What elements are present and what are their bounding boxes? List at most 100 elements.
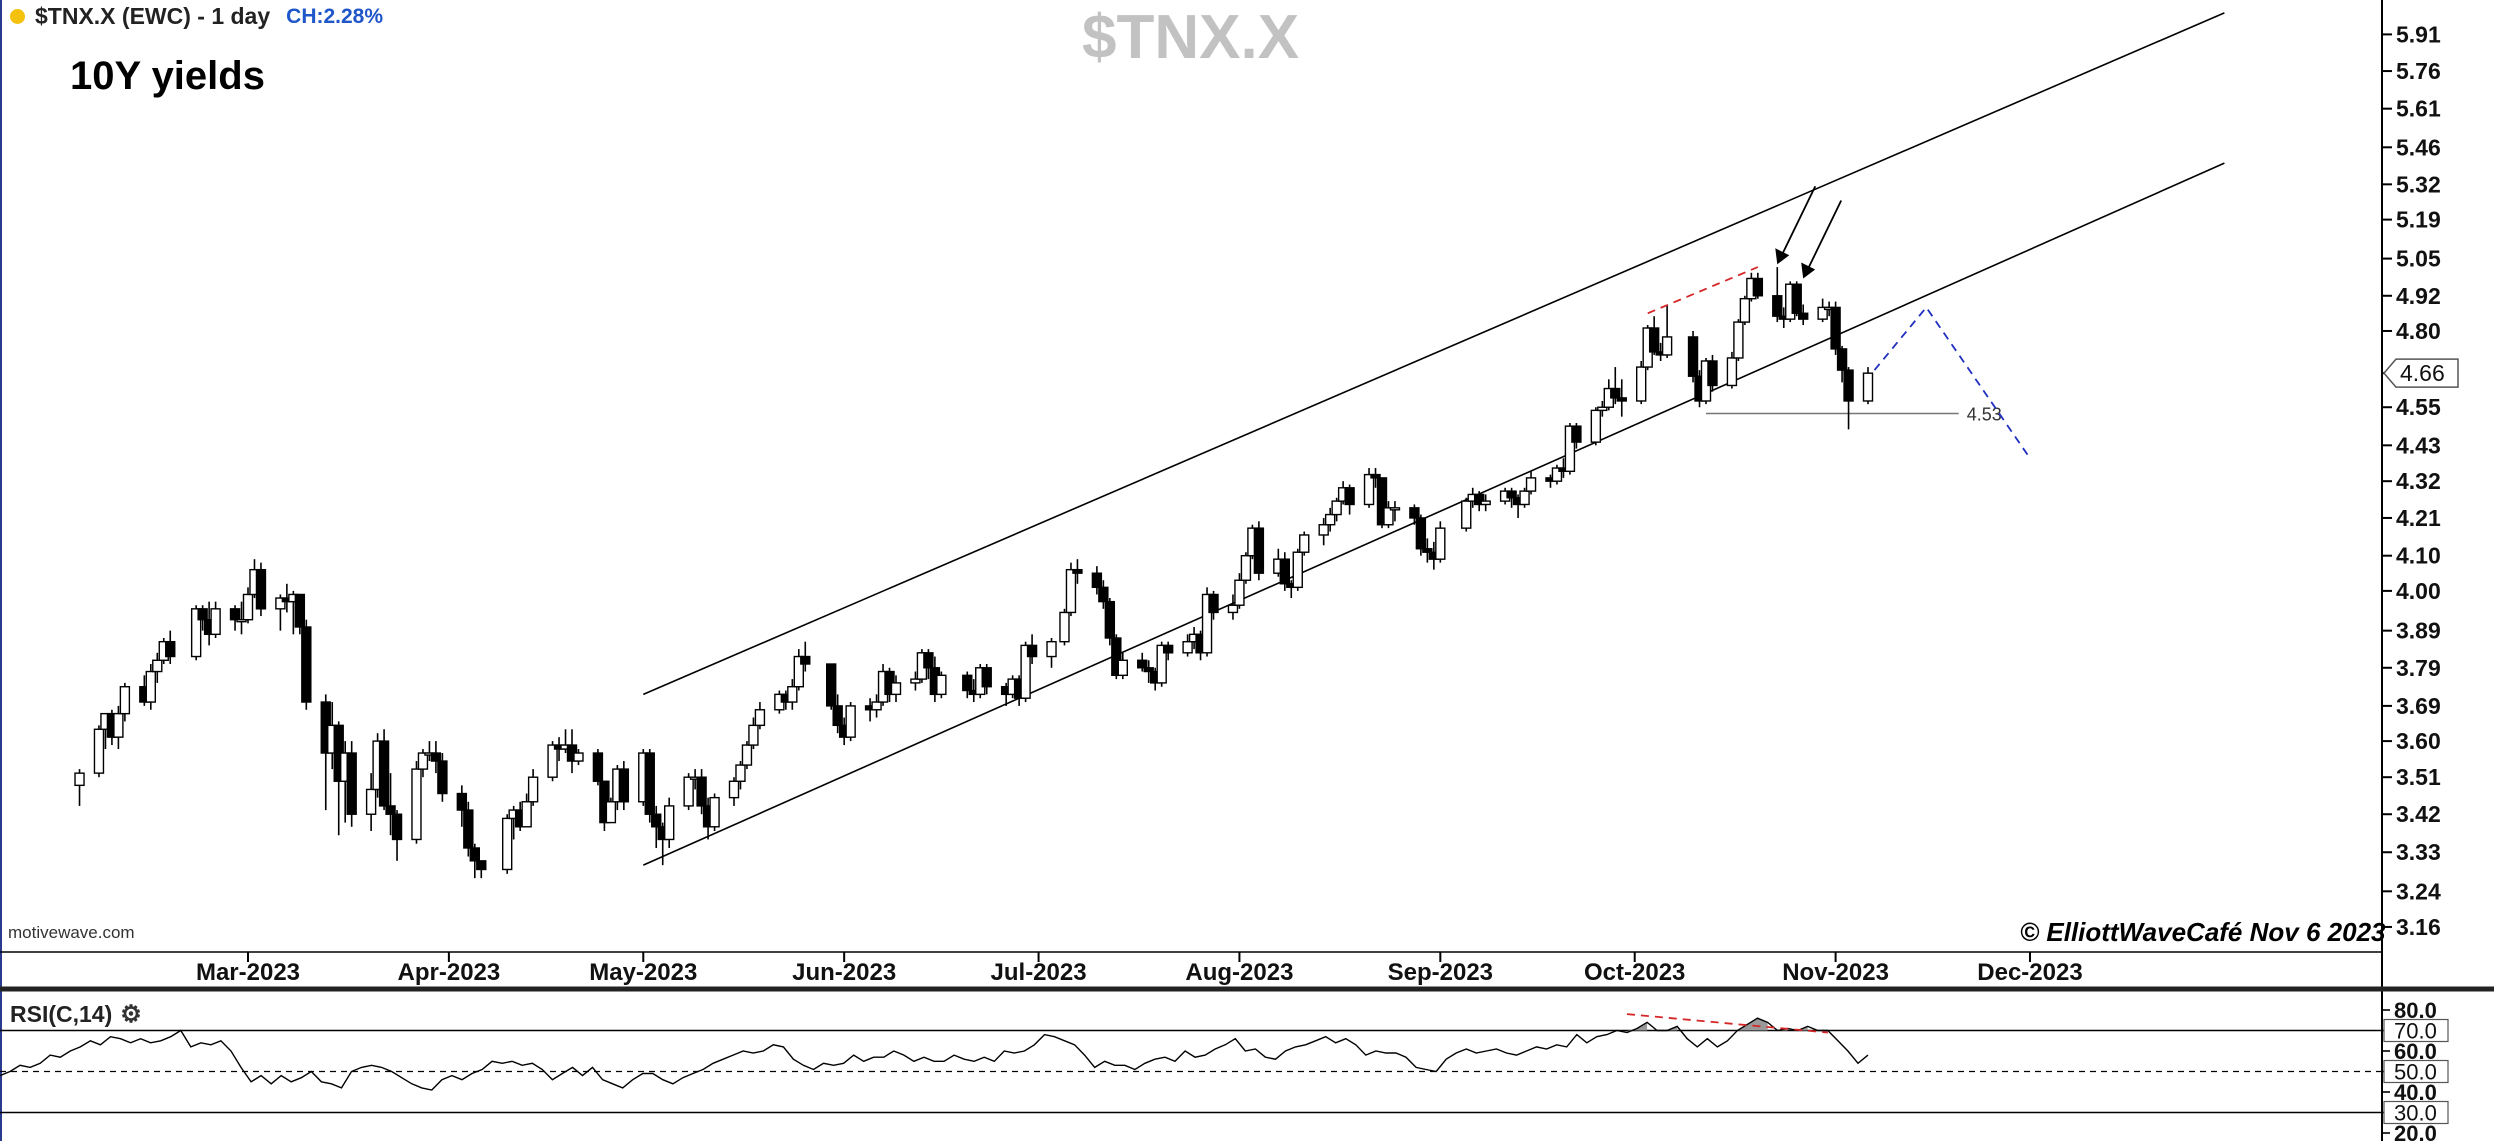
candle: [1610, 367, 1621, 405]
candle-body: [1143, 667, 1154, 673]
last-price-label: 4.66: [2400, 360, 2445, 386]
candle-body: [1836, 348, 1848, 371]
rsi-tick-label: 40.0: [2394, 1080, 2437, 1105]
candle: [476, 860, 487, 879]
candle-body: [1519, 490, 1530, 506]
rsi-tick-label: 50.0: [2394, 1060, 2437, 1085]
candle-body: [469, 847, 480, 862]
candle-body: [1616, 397, 1627, 402]
candle: [800, 641, 811, 672]
rsi-level-box: [2383, 1018, 2449, 1043]
time-tick-label: Mar-2023: [196, 959, 300, 986]
candle: [1227, 594, 1239, 620]
rsi-panel-header[interactable]: RSI(C,14) ⚙: [10, 1000, 142, 1029]
rsi-label: RSI(C,14): [10, 1001, 113, 1027]
candle-body: [664, 805, 675, 841]
support-label: 4.53: [1967, 405, 2002, 425]
candle-body: [1733, 321, 1744, 359]
candle-body: [962, 674, 973, 692]
candle: [1797, 304, 1809, 326]
candle: [1752, 272, 1764, 299]
candle-body: [417, 752, 429, 770]
candle-body: [502, 817, 513, 871]
platform-watermark: motivewave.com: [8, 923, 135, 942]
rsi-line: [0, 1017, 1869, 1091]
candle-body: [391, 813, 403, 841]
rsi-divergence-line: [1626, 1013, 1828, 1034]
candle: [1253, 521, 1265, 581]
candle: [1383, 501, 1394, 529]
candle-body: [145, 670, 157, 703]
candle: [502, 814, 513, 874]
change-percent: CH:2.28%: [286, 4, 384, 28]
candle: [962, 671, 973, 699]
candle: [378, 729, 390, 811]
candle-body: [923, 652, 934, 669]
candle-body: [210, 608, 221, 636]
candle: [1473, 491, 1485, 512]
candle-body: [1506, 490, 1517, 499]
candle: [113, 705, 124, 750]
candle: [301, 619, 312, 710]
candle: [1435, 521, 1446, 563]
gear-icon[interactable]: ⚙: [120, 1001, 142, 1028]
time-tick-label: Jun-2023: [792, 959, 896, 986]
candle-body: [696, 776, 707, 807]
candle: [1020, 641, 1031, 703]
price-tick-label: 5.05: [2396, 246, 2441, 272]
candle: [923, 649, 934, 680]
candle: [1318, 517, 1329, 546]
candle: [391, 810, 403, 861]
candle-body: [1137, 659, 1148, 669]
candle-body: [1635, 366, 1647, 402]
price-tick-label: 3.24: [2396, 878, 2441, 904]
candle-body: [1480, 500, 1491, 506]
candle: [1772, 267, 1783, 323]
candle: [1739, 295, 1751, 326]
candle-body: [275, 597, 286, 610]
candle-body: [1201, 593, 1213, 654]
candle-body: [1072, 568, 1083, 574]
candle-body: [411, 768, 422, 841]
price-tick-label: 4.43: [2396, 432, 2441, 458]
candle-body: [605, 801, 617, 824]
candle-body: [1370, 473, 1381, 479]
candle: [456, 785, 468, 827]
candle: [1707, 354, 1718, 392]
candle: [190, 605, 202, 661]
candle-body: [385, 805, 396, 815]
candle-body: [1111, 637, 1122, 677]
candle: [573, 749, 584, 766]
candle-body: [1240, 554, 1252, 581]
candle: [1843, 367, 1854, 430]
price-tick-label: 3.42: [2396, 801, 2441, 827]
candle-body: [1104, 600, 1116, 639]
candle: [592, 749, 604, 786]
candle-body: [644, 752, 655, 815]
candle: [1733, 319, 1744, 361]
candle-body: [1208, 593, 1219, 614]
candle-body: [1525, 477, 1537, 492]
candle-body: [365, 788, 377, 815]
candle-body: [832, 705, 843, 727]
candle-body: [476, 860, 487, 871]
rsi-level-box: [2383, 1059, 2449, 1084]
candle-body: [1435, 527, 1446, 560]
candle-body: [119, 686, 131, 715]
candle: [1480, 494, 1491, 512]
candle-body: [1376, 477, 1388, 526]
candle: [417, 749, 429, 778]
price-tick-label: 5.32: [2396, 171, 2441, 197]
candle-body: [845, 705, 856, 738]
channel-upper-line: [642, 12, 2225, 696]
price-tick-label: 5.46: [2396, 134, 2441, 160]
price-tick-label: 4.32: [2396, 468, 2441, 494]
candle-body: [527, 776, 539, 803]
candle-body: [1091, 572, 1103, 589]
candle-body: [1791, 283, 1802, 314]
time-tick-label: Apr-2023: [398, 959, 501, 986]
candle-body: [547, 744, 558, 778]
candle-body: [793, 655, 804, 688]
last-price-tag: [2383, 358, 2459, 388]
candle-body: [1843, 369, 1854, 402]
